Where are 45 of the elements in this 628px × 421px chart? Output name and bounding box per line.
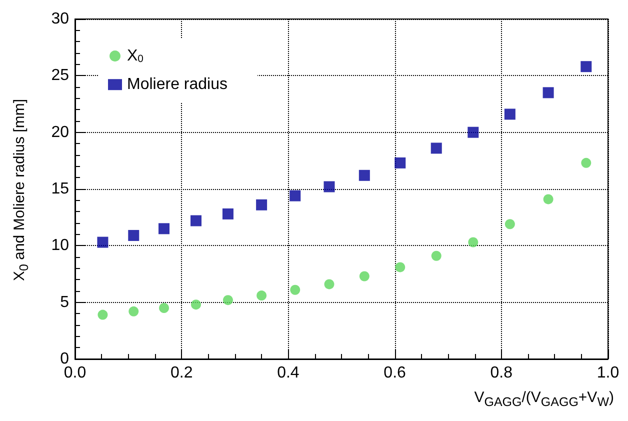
x-tick-label: 0.8 [490, 364, 513, 382]
point [256, 199, 268, 210]
point [190, 215, 202, 226]
x-axis-title: V$_{GAGG}$/(V$_{GAGG}$+V$_{W}$) [474, 388, 614, 411]
point [222, 295, 233, 306]
y-tick-label: 20 [51, 124, 70, 141]
x-tick-label: 0.0 [64, 364, 86, 382]
y-tick-label: 0 [60, 350, 70, 368]
legend-label: Moliere radius [127, 76, 228, 94]
point [504, 219, 515, 230]
point [324, 279, 334, 290]
point [395, 262, 406, 272]
x-tick-label: 1.0 [596, 364, 620, 382]
point [542, 87, 554, 98]
point [504, 108, 516, 120]
point [359, 271, 370, 282]
point [580, 61, 592, 72]
point [158, 223, 170, 234]
point [468, 126, 479, 138]
y-tick-label: 25 [51, 67, 70, 84]
point [191, 300, 201, 310]
point [543, 194, 554, 204]
point [290, 284, 300, 295]
point [468, 237, 478, 248]
point [290, 190, 301, 202]
point [222, 208, 234, 220]
point [581, 158, 592, 168]
point [431, 250, 442, 261]
point [97, 236, 108, 248]
x-tick-label: 0.2 [170, 364, 193, 382]
point [358, 170, 370, 181]
y-tick-label: 15 [51, 180, 70, 198]
point [324, 181, 335, 192]
y-tick-label: 5 [60, 294, 70, 311]
point [159, 303, 170, 313]
point [430, 142, 442, 154]
point [98, 310, 108, 320]
point [256, 290, 267, 301]
point [128, 230, 140, 241]
point [394, 157, 406, 168]
x-tick-label: 0.4 [277, 364, 300, 382]
y-tick-label: 10 [51, 237, 70, 254]
y-tick-label: 30 [51, 10, 70, 28]
point [128, 306, 139, 316]
x-tick-label: 0.6 [384, 364, 406, 382]
